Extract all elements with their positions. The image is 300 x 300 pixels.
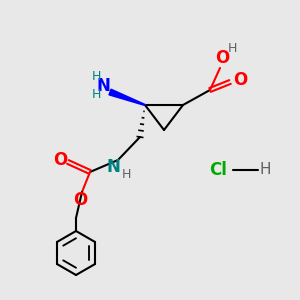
Text: H: H (227, 41, 237, 55)
Text: O: O (233, 71, 247, 89)
Polygon shape (109, 89, 145, 106)
Text: O: O (53, 151, 67, 169)
Text: N: N (96, 77, 110, 95)
Text: O: O (73, 191, 87, 209)
Text: H: H (121, 167, 131, 181)
Text: N: N (106, 158, 120, 176)
Text: O: O (215, 49, 229, 67)
Text: Cl: Cl (209, 161, 227, 179)
Text: H: H (259, 163, 271, 178)
Text: H: H (91, 70, 101, 83)
Text: H: H (91, 88, 101, 101)
